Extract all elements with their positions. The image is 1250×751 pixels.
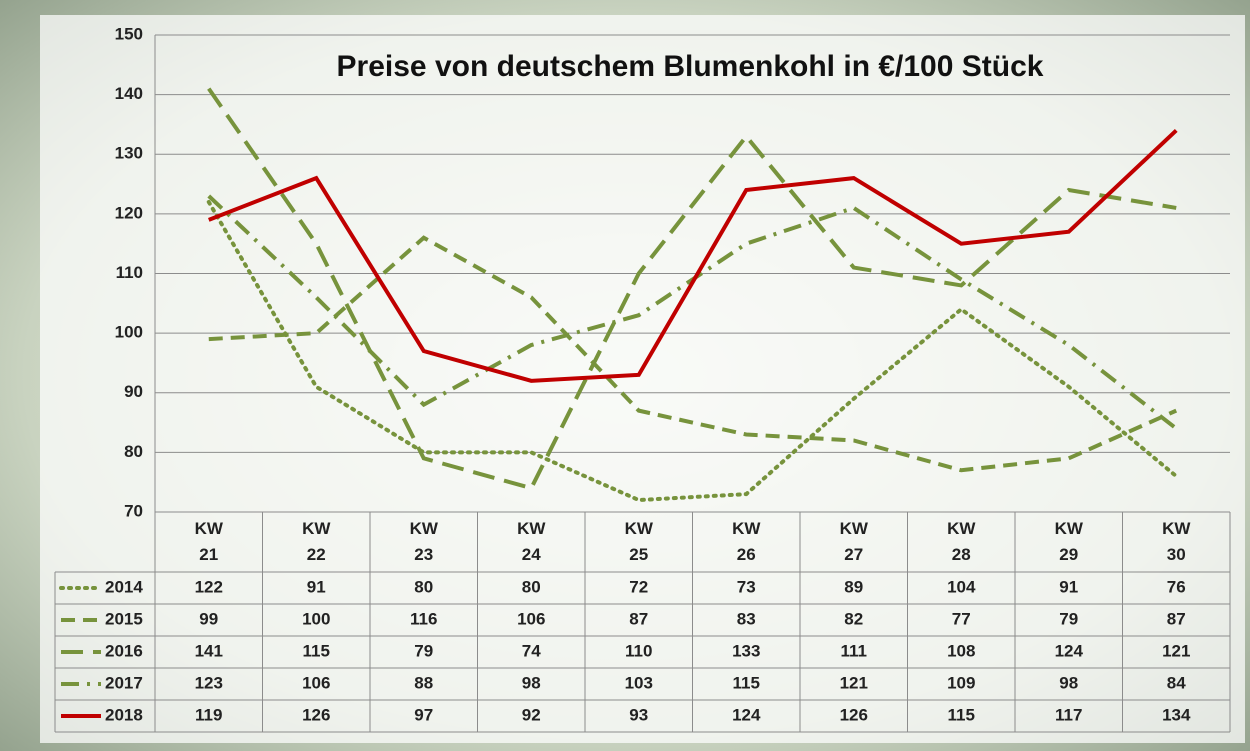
legend-label: 2014 [105,577,143,596]
table-value: 106 [517,609,545,628]
x-tick-label: KW 29 [1049,516,1089,568]
table-value: 141 [195,641,223,660]
y-tick-label: 150 [115,24,143,43]
table-value: 99 [199,609,218,628]
legend-label: 2015 [105,609,143,628]
y-tick-label: 70 [124,501,143,520]
chart-panel [40,15,1245,743]
table-value: 111 [841,641,868,660]
table-value: 80 [522,577,541,596]
table-value: 126 [840,705,868,724]
page: Preise von deutschem Blumenkohl in €/100… [0,0,1250,751]
x-tick-label: KW 21 [189,516,229,568]
table-value: 73 [737,577,756,596]
table-value: 91 [1059,577,1078,596]
table-value: 91 [307,577,326,596]
table-value: 87 [1167,609,1186,628]
y-tick-label: 90 [124,382,143,401]
x-tick-label: KW 27 [834,516,874,568]
table-value: 92 [522,705,541,724]
table-value: 124 [1055,641,1084,660]
table-value: 79 [414,641,433,660]
table-value: 79 [1059,609,1078,628]
table-value: 98 [1059,673,1078,692]
y-tick-label: 100 [115,323,143,342]
table-value: 98 [522,673,541,692]
table-value: 83 [737,609,756,628]
legend-label: 2016 [105,641,143,660]
y-tick-label: 130 [115,144,143,163]
table-value: 93 [629,705,648,724]
table-value: 122 [195,577,223,596]
x-tick-label: KW 22 [296,516,336,568]
table-value: 126 [302,705,330,724]
y-tick-label: 110 [116,263,143,282]
y-tick-label: 80 [124,442,143,461]
chart-title: Preise von deutschem Blumenkohl in €/100… [337,50,1044,83]
y-tick-label: 120 [115,203,143,222]
table-value: 89 [844,577,863,596]
table-value: 76 [1167,577,1186,596]
table-value: 84 [1167,673,1186,692]
table-value: 117 [1055,705,1082,724]
x-tick-label: KW 26 [726,516,766,568]
table-value: 80 [414,577,433,596]
x-tick-label: KW 28 [941,516,981,568]
table-value: 97 [414,705,433,724]
table-value: 116 [410,609,437,628]
table-value: 88 [414,673,433,692]
table-value: 100 [302,609,330,628]
table-value: 115 [948,705,975,724]
table-value: 74 [522,641,541,660]
table-value: 103 [625,673,653,692]
table-value: 110 [625,641,652,660]
table-value: 104 [947,577,976,596]
table-value: 106 [302,673,330,692]
legend-label: 2017 [105,673,143,692]
table-value: 133 [732,641,760,660]
table-value: 119 [195,705,222,724]
table-value: 72 [629,577,648,596]
table-value: 82 [844,609,863,628]
table-value: 87 [629,609,648,628]
table-value: 123 [195,673,223,692]
x-tick-label: KW 23 [404,516,444,568]
table-value: 115 [733,673,760,692]
table-value: 121 [840,673,868,692]
legend-label: 2018 [105,705,143,724]
table-value: 134 [1162,705,1191,724]
table-value: 121 [1162,641,1190,660]
table-value: 108 [947,641,975,660]
table-value: 109 [947,673,975,692]
chart: Preise von deutschem Blumenkohl in €/100… [0,0,1250,751]
x-tick-label: KW 25 [619,516,659,568]
table-value: 77 [952,609,971,628]
x-tick-label: KW 30 [1156,516,1196,568]
table-value: 124 [732,705,761,724]
x-tick-label: KW 24 [511,516,551,568]
table-value: 115 [303,641,330,660]
y-tick-label: 140 [115,84,143,103]
